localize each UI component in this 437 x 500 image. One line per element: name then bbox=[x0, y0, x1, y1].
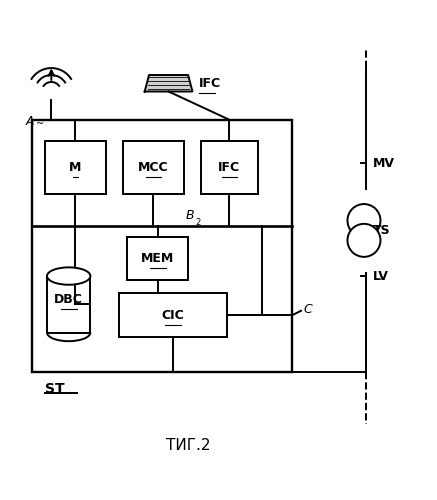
Bar bbox=[118, 294, 227, 337]
Text: TS: TS bbox=[373, 224, 390, 237]
Polygon shape bbox=[145, 75, 192, 92]
Text: ΤИГ.2: ΤИГ.2 bbox=[166, 438, 210, 453]
Text: IFC: IFC bbox=[218, 161, 240, 174]
Text: ~: ~ bbox=[36, 119, 44, 129]
Text: IFC: IFC bbox=[199, 77, 221, 90]
Bar bbox=[123, 142, 184, 194]
Bar bbox=[201, 142, 257, 194]
Text: LV: LV bbox=[373, 270, 388, 282]
Circle shape bbox=[347, 204, 381, 237]
Text: C: C bbox=[303, 304, 312, 316]
Text: CIC: CIC bbox=[162, 308, 184, 322]
Bar bbox=[127, 237, 188, 281]
Text: MEM: MEM bbox=[141, 252, 174, 265]
Bar bbox=[47, 276, 90, 332]
Circle shape bbox=[347, 224, 381, 257]
Text: MV: MV bbox=[373, 156, 395, 170]
Ellipse shape bbox=[47, 268, 90, 284]
Text: A: A bbox=[25, 116, 34, 128]
Text: 2: 2 bbox=[195, 218, 201, 227]
Text: B: B bbox=[186, 209, 194, 222]
Bar bbox=[45, 142, 106, 194]
Text: ST: ST bbox=[45, 382, 64, 396]
Text: MCC: MCC bbox=[138, 161, 169, 174]
Text: DBC: DBC bbox=[54, 294, 83, 306]
Bar bbox=[32, 120, 292, 372]
Text: M: M bbox=[69, 161, 81, 174]
